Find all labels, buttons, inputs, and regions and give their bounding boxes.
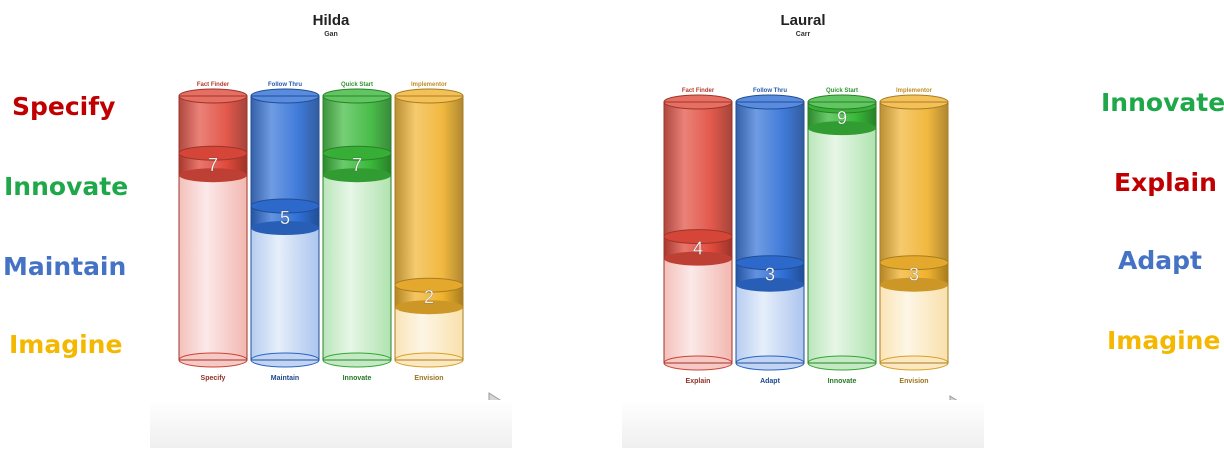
right-word-3: Adapt [1118,246,1202,275]
cylinder-outline [322,95,392,361]
left-word-1: Specify [12,92,116,121]
cylinder-chart: Fact Finder 7 Specify Follow Thru 5 Maintain Q… [178,82,520,441]
left-word-2: Innovate [4,172,129,201]
right-word-1: Innovate [1101,88,1224,117]
floor-shadow [622,400,984,448]
value-band-bottom [880,277,948,292]
value-band-bottom [251,221,319,235]
profile-subtitle: Gan [324,31,338,38]
style-label: Adapt [760,378,781,385]
style-label: Envision [899,378,928,385]
cylinder-outline [178,95,248,361]
category-label: Follow Thru [268,82,302,88]
cylinder-outline [663,101,733,364]
cylinder-lower [251,228,319,360]
value-band-bottom [736,277,804,292]
style-label: Envision [414,375,443,382]
cylinder-lower [880,284,948,363]
value-label: 5 [280,208,290,228]
cylinder-upper [880,102,948,285]
category-label: Follow Thru [753,88,787,94]
cylinder-lower [664,258,732,363]
cylinder-lower [395,307,463,360]
value-band-bottom [808,121,876,136]
value-label: 3 [765,265,775,285]
floor-shadow [150,400,512,448]
value-label: 3 [909,265,919,285]
style-label: Explain [686,378,711,385]
category-label: Quick Start [341,82,373,88]
value-band-bottom [179,168,247,183]
cylinder-outline [394,95,464,361]
value-label: 7 [208,155,218,175]
category-label: Fact Finder [197,82,230,88]
category-label: Implementor [411,82,448,88]
profile-chart-laural: Laural Carr Fact Finder 4 Explain Follow Th… [622,0,984,448]
style-label: Specify [201,375,226,382]
category-label: Fact Finder [682,88,715,94]
value-label: 9 [837,108,847,128]
value-band-bottom [664,251,732,266]
profile-name: Hilda [312,12,350,29]
profile-name: Laural [780,12,826,29]
value-band-bottom [323,168,391,183]
cylinder-outline [250,95,320,361]
profile-subtitle: Carr [795,31,811,38]
right-word-4: Imagine [1107,326,1221,355]
category-label: Implementor [896,88,933,94]
category-label: Quick Start [826,88,858,94]
value-band-bottom [395,300,463,315]
cylinder-upper [395,96,463,308]
cylinder-chart: Fact Finder 4 Explain Follow Thru 3 Adapt Quic… [663,88,981,444]
value-label: 7 [352,155,362,175]
cylinder-upper [736,102,804,285]
cylinder-lower [736,284,804,363]
value-label: 2 [424,287,434,307]
cylinder-lower [808,128,876,363]
profile-chart-hilda: Hilda Gan Fact Finder 7 Specify Follow Thru… [150,0,520,448]
cylinder-outline [879,101,949,364]
left-word-4: Imagine [9,330,123,359]
cylinder-outline [807,101,877,364]
cylinder-lower [179,175,247,360]
right-word-2: Explain [1114,168,1217,197]
cylinder-lower [323,175,391,360]
style-label: Innovate [343,375,372,382]
style-label: Innovate [828,378,857,385]
value-label: 4 [693,239,703,259]
cylinder-outline [735,101,805,364]
left-word-3: Maintain [3,252,127,281]
style-label: Maintain [271,375,299,382]
